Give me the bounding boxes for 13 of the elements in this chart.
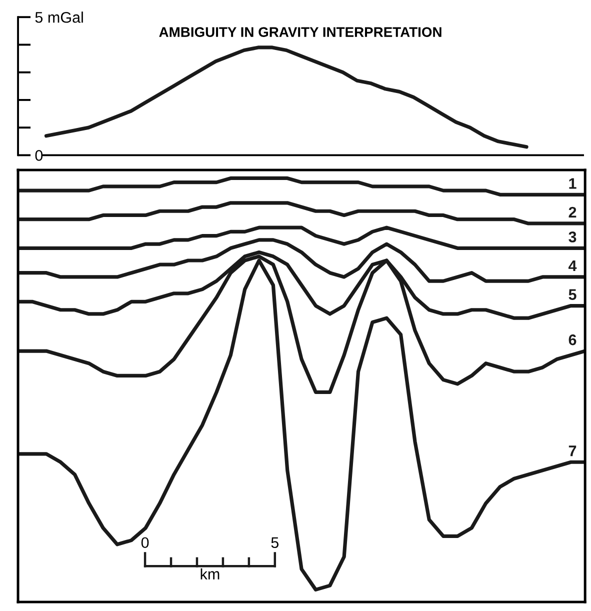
series-label: 2 — [568, 206, 576, 218]
annotation: 0 — [141, 537, 149, 548]
annotation: km — [200, 568, 220, 580]
series-label: 4 — [568, 260, 577, 272]
series-label: 3 — [568, 232, 576, 242]
annotation: 5 — [271, 537, 279, 548]
series-label: 1 — [569, 178, 576, 189]
y-tick-label: 5 mGal — [35, 12, 83, 23]
line-series — [44, 46, 528, 149]
series-label: 7 — [568, 446, 576, 456]
text: AMBIGUITY IN GRAVITY INTERPRETATION — [159, 27, 442, 37]
series-label: 5 — [568, 289, 576, 300]
series-label: 6 — [568, 334, 576, 346]
